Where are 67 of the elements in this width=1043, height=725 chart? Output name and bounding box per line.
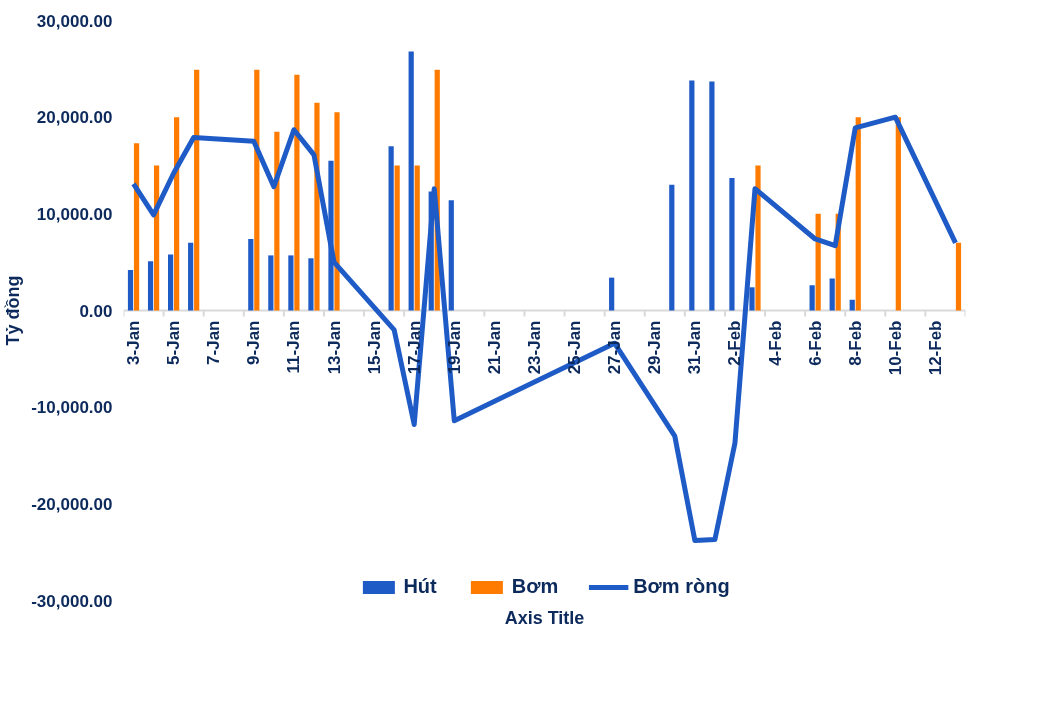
bar [669,184,675,311]
bar [749,287,755,311]
bar [809,285,815,311]
y-axis-title: Tỷ đồng [3,275,24,346]
bar [147,261,154,311]
x-tick-label: 25-Jan [565,320,585,375]
y-tick-label: 20,000.00 [36,108,113,128]
bar [609,277,615,311]
x-tick-label: 9-Jan [244,320,264,365]
y-tick-label: 0.00 [79,301,113,321]
x-tick-label: 17-Jan [404,320,424,375]
x-tick-label: 15-Jan [364,320,384,375]
bar [294,74,300,311]
y-tick-label: -30,000.00 [31,591,113,611]
x-tick-label: 7-Jan [204,320,224,365]
x-tick-label: 3-Jan [124,320,144,365]
x-tick-label: 21-Jan [484,320,504,375]
x-tick-label: 31-Jan [685,320,705,375]
bar [855,117,861,311]
bar [288,255,294,311]
bar [729,178,735,311]
bar [829,278,835,311]
bar [188,242,194,311]
bar [168,254,174,311]
x-tick-label: 11-Jan [284,320,304,374]
bar [268,255,274,311]
x-tick-label: 8-Feb [845,320,865,366]
x-tick-label: 2-Feb [725,320,745,366]
bar [174,117,180,311]
x-tick-label: 19-Jan [444,320,464,375]
x-tick-label: 29-Jan [645,320,665,375]
x-tick-label: 12-Feb [925,320,945,376]
legend-label: Bơm ròng [633,575,730,598]
legend-label: Bơm [511,575,559,598]
x-axis-title: Axis Title [504,607,585,628]
x-tick-label: 6-Feb [805,320,825,366]
x-tick-label: 23-Jan [524,320,544,375]
legend-label: Hút [403,575,437,598]
bar [308,258,314,311]
bar [955,242,962,311]
x-tick-label: 27-Jan [605,320,625,375]
y-tick-label: 10,000.00 [36,204,113,224]
bar [133,143,140,311]
y-tick-label: 30,000.00 [36,11,113,31]
bar [127,269,134,311]
bar [755,165,761,311]
bar [414,165,420,311]
bar [815,213,821,311]
bar [689,80,695,311]
bar [334,112,340,311]
bar [194,69,200,311]
x-tick-label: 4-Feb [765,320,785,366]
x-tick-label: 13-Jan [324,320,344,375]
x-tick-label: 10-Feb [885,320,905,376]
bar [849,299,855,311]
bar [394,165,400,311]
bar [254,69,260,311]
bar [328,160,334,311]
bar [408,51,414,311]
x-tick-label: 5-Jan [164,320,184,365]
bar [388,146,394,311]
bar [709,81,715,311]
y-tick-label: -20,000.00 [31,494,113,514]
bar [448,200,454,311]
bar [248,238,254,311]
y-tick-label: -10,000.00 [31,398,113,418]
bar [895,117,901,311]
